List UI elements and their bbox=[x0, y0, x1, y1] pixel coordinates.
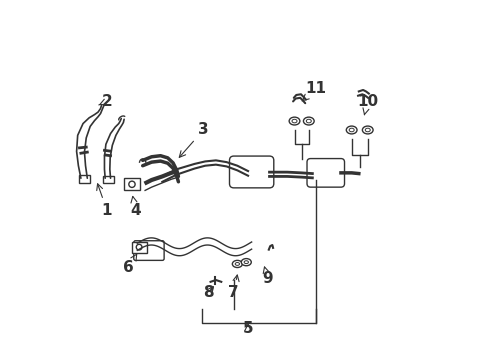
Ellipse shape bbox=[232, 260, 242, 267]
Text: 1: 1 bbox=[97, 184, 112, 218]
FancyBboxPatch shape bbox=[79, 175, 90, 183]
Ellipse shape bbox=[348, 128, 353, 132]
Text: 9: 9 bbox=[262, 267, 272, 286]
Text: 4: 4 bbox=[130, 197, 141, 218]
Text: 10: 10 bbox=[356, 94, 378, 115]
FancyBboxPatch shape bbox=[123, 179, 140, 190]
Ellipse shape bbox=[346, 126, 356, 134]
Text: 8: 8 bbox=[203, 285, 214, 300]
Ellipse shape bbox=[235, 262, 239, 265]
Text: 7: 7 bbox=[228, 275, 239, 300]
FancyBboxPatch shape bbox=[306, 158, 344, 187]
Text: 6: 6 bbox=[123, 254, 137, 275]
FancyBboxPatch shape bbox=[131, 242, 146, 252]
Ellipse shape bbox=[303, 117, 313, 125]
Text: 2: 2 bbox=[99, 94, 112, 109]
Ellipse shape bbox=[136, 244, 142, 250]
Text: 5: 5 bbox=[242, 321, 253, 336]
Text: 11: 11 bbox=[302, 81, 326, 101]
Ellipse shape bbox=[305, 119, 311, 123]
Ellipse shape bbox=[362, 126, 372, 134]
Ellipse shape bbox=[288, 117, 299, 125]
Ellipse shape bbox=[244, 261, 248, 264]
Ellipse shape bbox=[128, 181, 135, 188]
Ellipse shape bbox=[365, 128, 369, 132]
Ellipse shape bbox=[291, 119, 296, 123]
FancyBboxPatch shape bbox=[103, 176, 114, 183]
FancyBboxPatch shape bbox=[229, 156, 273, 188]
FancyBboxPatch shape bbox=[134, 241, 164, 260]
Ellipse shape bbox=[241, 258, 251, 266]
Text: 3: 3 bbox=[179, 122, 208, 157]
